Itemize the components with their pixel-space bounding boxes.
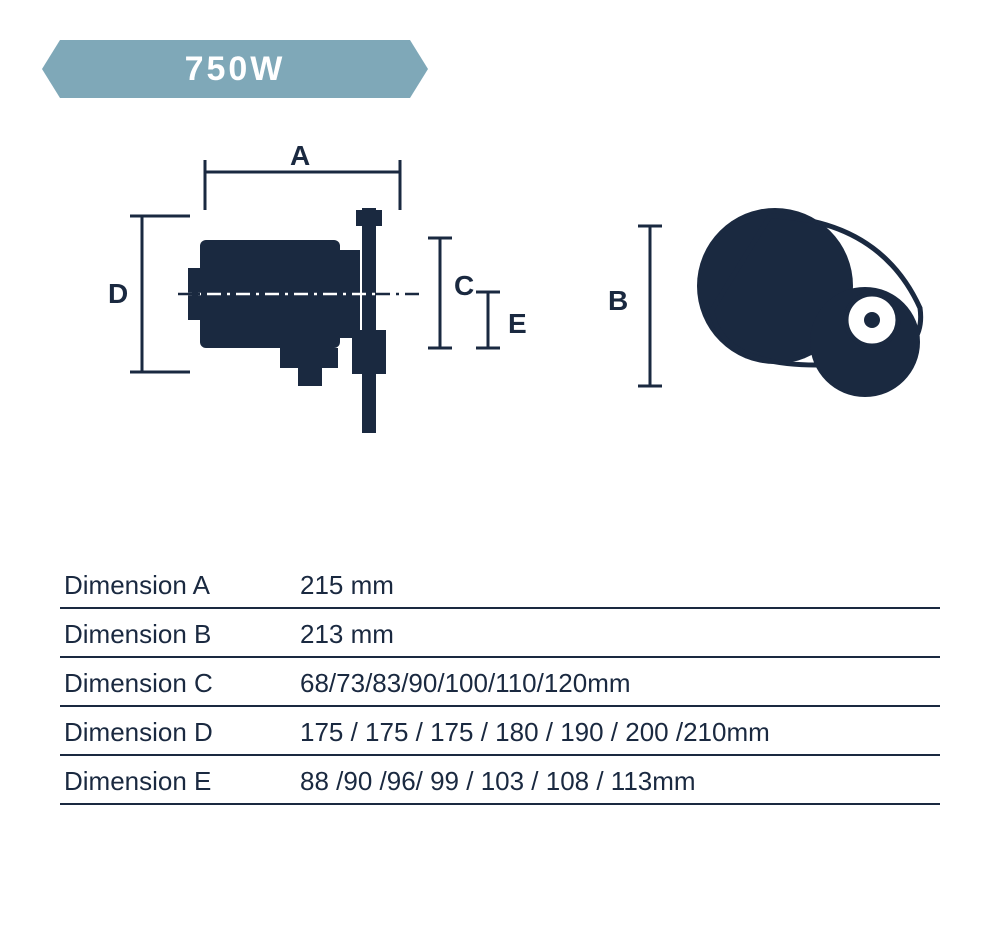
row-value: 213 mm bbox=[300, 619, 940, 650]
row-value: 88 /90 /96/ 99 / 103 / 108 / 113mm bbox=[300, 766, 940, 797]
diagram-area: A D C E B bbox=[60, 150, 960, 470]
row-label: Dimension C bbox=[60, 668, 300, 699]
table-row: Dimension D 175 / 175 / 175 / 180 / 190 … bbox=[60, 707, 940, 756]
row-value: 175 / 175 / 175 / 180 / 190 / 200 /210mm bbox=[300, 717, 940, 748]
dim-label-d: D bbox=[108, 278, 128, 310]
row-label: Dimension A bbox=[60, 570, 300, 601]
dim-label-b: B bbox=[608, 285, 628, 317]
table-row: Dimension B 213 mm bbox=[60, 609, 940, 658]
table-row: Dimension A 215 mm bbox=[60, 560, 940, 609]
table-row: Dimension C 68/73/83/90/100/110/120mm bbox=[60, 658, 940, 707]
row-value: 215 mm bbox=[300, 570, 940, 601]
row-label: Dimension B bbox=[60, 619, 300, 650]
row-label: Dimension D bbox=[60, 717, 300, 748]
front-view-diagram bbox=[620, 190, 960, 435]
table-row: Dimension E 88 /90 /96/ 99 / 103 / 108 /… bbox=[60, 756, 940, 805]
row-value: 68/73/83/90/100/110/120mm bbox=[300, 668, 940, 699]
dim-label-a: A bbox=[290, 140, 310, 172]
power-badge-label: 750W bbox=[185, 50, 286, 89]
dim-label-e: E bbox=[508, 308, 527, 340]
side-view-diagram bbox=[100, 150, 520, 455]
row-label: Dimension E bbox=[60, 766, 300, 797]
power-badge: 750W bbox=[60, 40, 410, 98]
dimension-table: Dimension A 215 mm Dimension B 213 mm Di… bbox=[60, 560, 940, 805]
dim-label-c: C bbox=[454, 270, 474, 302]
